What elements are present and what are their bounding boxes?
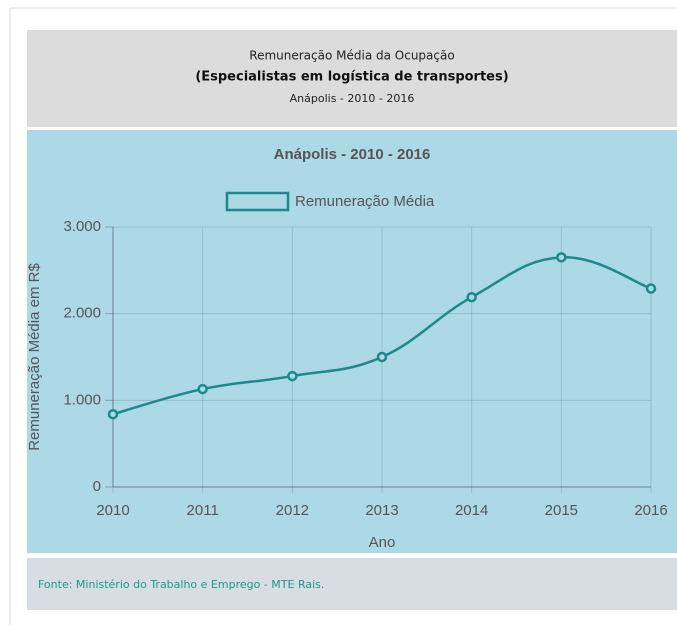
- chart-area: [27, 130, 677, 553]
- header-occupation: (Especialistas em logística de transport…: [195, 70, 508, 85]
- y-axis-label: Remuneração Média em R$: [26, 263, 43, 451]
- x-tick-label: 2014: [455, 502, 488, 519]
- legend-swatch: [225, 191, 290, 212]
- header-title: Remuneração Média da Ocupação: [249, 49, 454, 63]
- data-point: [197, 383, 208, 395]
- data-point: [376, 351, 388, 363]
- footer-source: Fonte: Ministério do Trabalho e Emprego …: [38, 578, 324, 591]
- x-axis-label: Ano: [369, 534, 396, 551]
- data-point: [556, 252, 567, 263]
- y-tick-label: 3.000: [63, 218, 101, 235]
- x-tick-label: 2010: [96, 502, 129, 519]
- x-tick-label: 2012: [276, 502, 309, 519]
- data-point: [645, 283, 657, 294]
- footer-box: [27, 558, 677, 610]
- y-tick-label: 1.000: [63, 391, 101, 408]
- chart-title: Anápolis - 2010 - 2016: [274, 146, 431, 163]
- x-tick-label: 2013: [365, 502, 398, 519]
- y-tick-label: 2.000: [63, 305, 101, 322]
- chart: Anápolis - 2010 - 2016 Ano Remuneração M…: [26, 146, 668, 551]
- x-tick-label: 2015: [545, 502, 578, 519]
- legend-label: Remuneração Média: [295, 193, 435, 210]
- x-tick-label: 2011: [187, 502, 219, 519]
- data-point: [107, 408, 119, 420]
- header-box: [27, 30, 677, 127]
- data-point: [287, 370, 298, 382]
- x-tick-label: 2016: [634, 502, 667, 519]
- data-point: [466, 291, 477, 303]
- y-tick-label: 0: [93, 478, 101, 495]
- header-subtitle: Anápolis - 2010 - 2016: [290, 92, 415, 105]
